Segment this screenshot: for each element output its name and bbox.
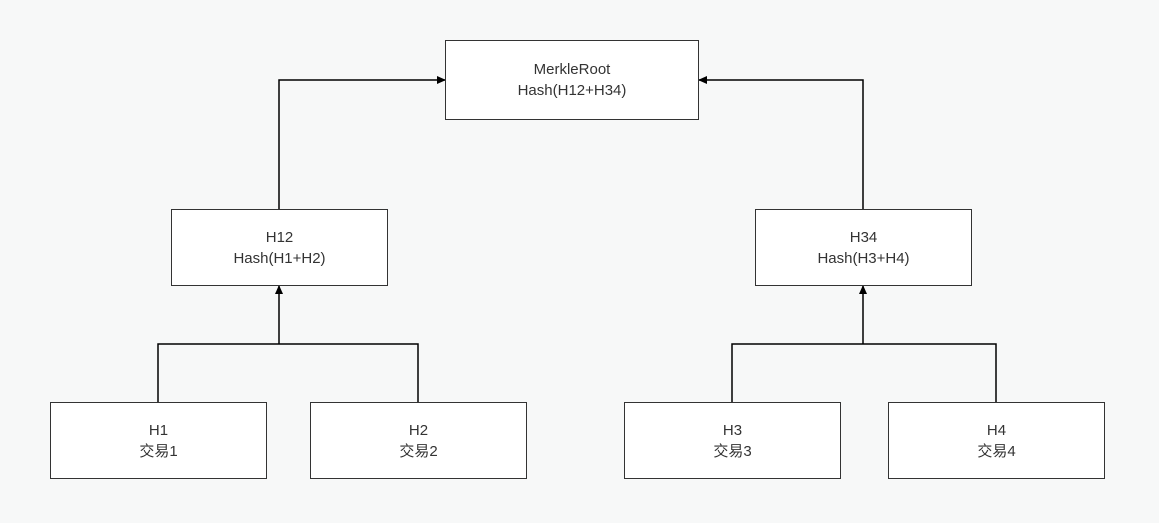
node-h12-line2: Hash(H1+H2) [233, 248, 325, 269]
node-h34-line1: H34 [850, 227, 878, 248]
node-h2-line1: H2 [409, 420, 428, 441]
edge-h3-h4-connector [732, 344, 996, 402]
node-root-line2: Hash(H12+H34) [518, 80, 627, 101]
node-h4-line2: 交易4 [977, 441, 1015, 462]
node-h2-line2: 交易2 [399, 441, 437, 462]
node-h1-line1: H1 [149, 420, 168, 441]
node-h1-line2: 交易1 [139, 441, 177, 462]
node-h4-line1: H4 [987, 420, 1006, 441]
node-h34-line2: Hash(H3+H4) [817, 248, 909, 269]
node-h3: H3 交易3 [624, 402, 841, 479]
node-h12-line1: H12 [266, 227, 294, 248]
node-h12: H12 Hash(H1+H2) [171, 209, 388, 286]
node-h3-line2: 交易3 [713, 441, 751, 462]
node-h2: H2 交易2 [310, 402, 527, 479]
node-root-line1: MerkleRoot [534, 59, 611, 80]
node-h1: H1 交易1 [50, 402, 267, 479]
merkle-tree-diagram: MerkleRoot Hash(H12+H34) H12 Hash(H1+H2)… [0, 0, 1159, 523]
node-root: MerkleRoot Hash(H12+H34) [445, 40, 699, 120]
edge-h34-root [699, 80, 863, 209]
node-h4: H4 交易4 [888, 402, 1105, 479]
edge-h12-root [279, 80, 445, 209]
node-h3-line1: H3 [723, 420, 742, 441]
node-h34: H34 Hash(H3+H4) [755, 209, 972, 286]
edge-h1-h2-connector [158, 344, 418, 402]
